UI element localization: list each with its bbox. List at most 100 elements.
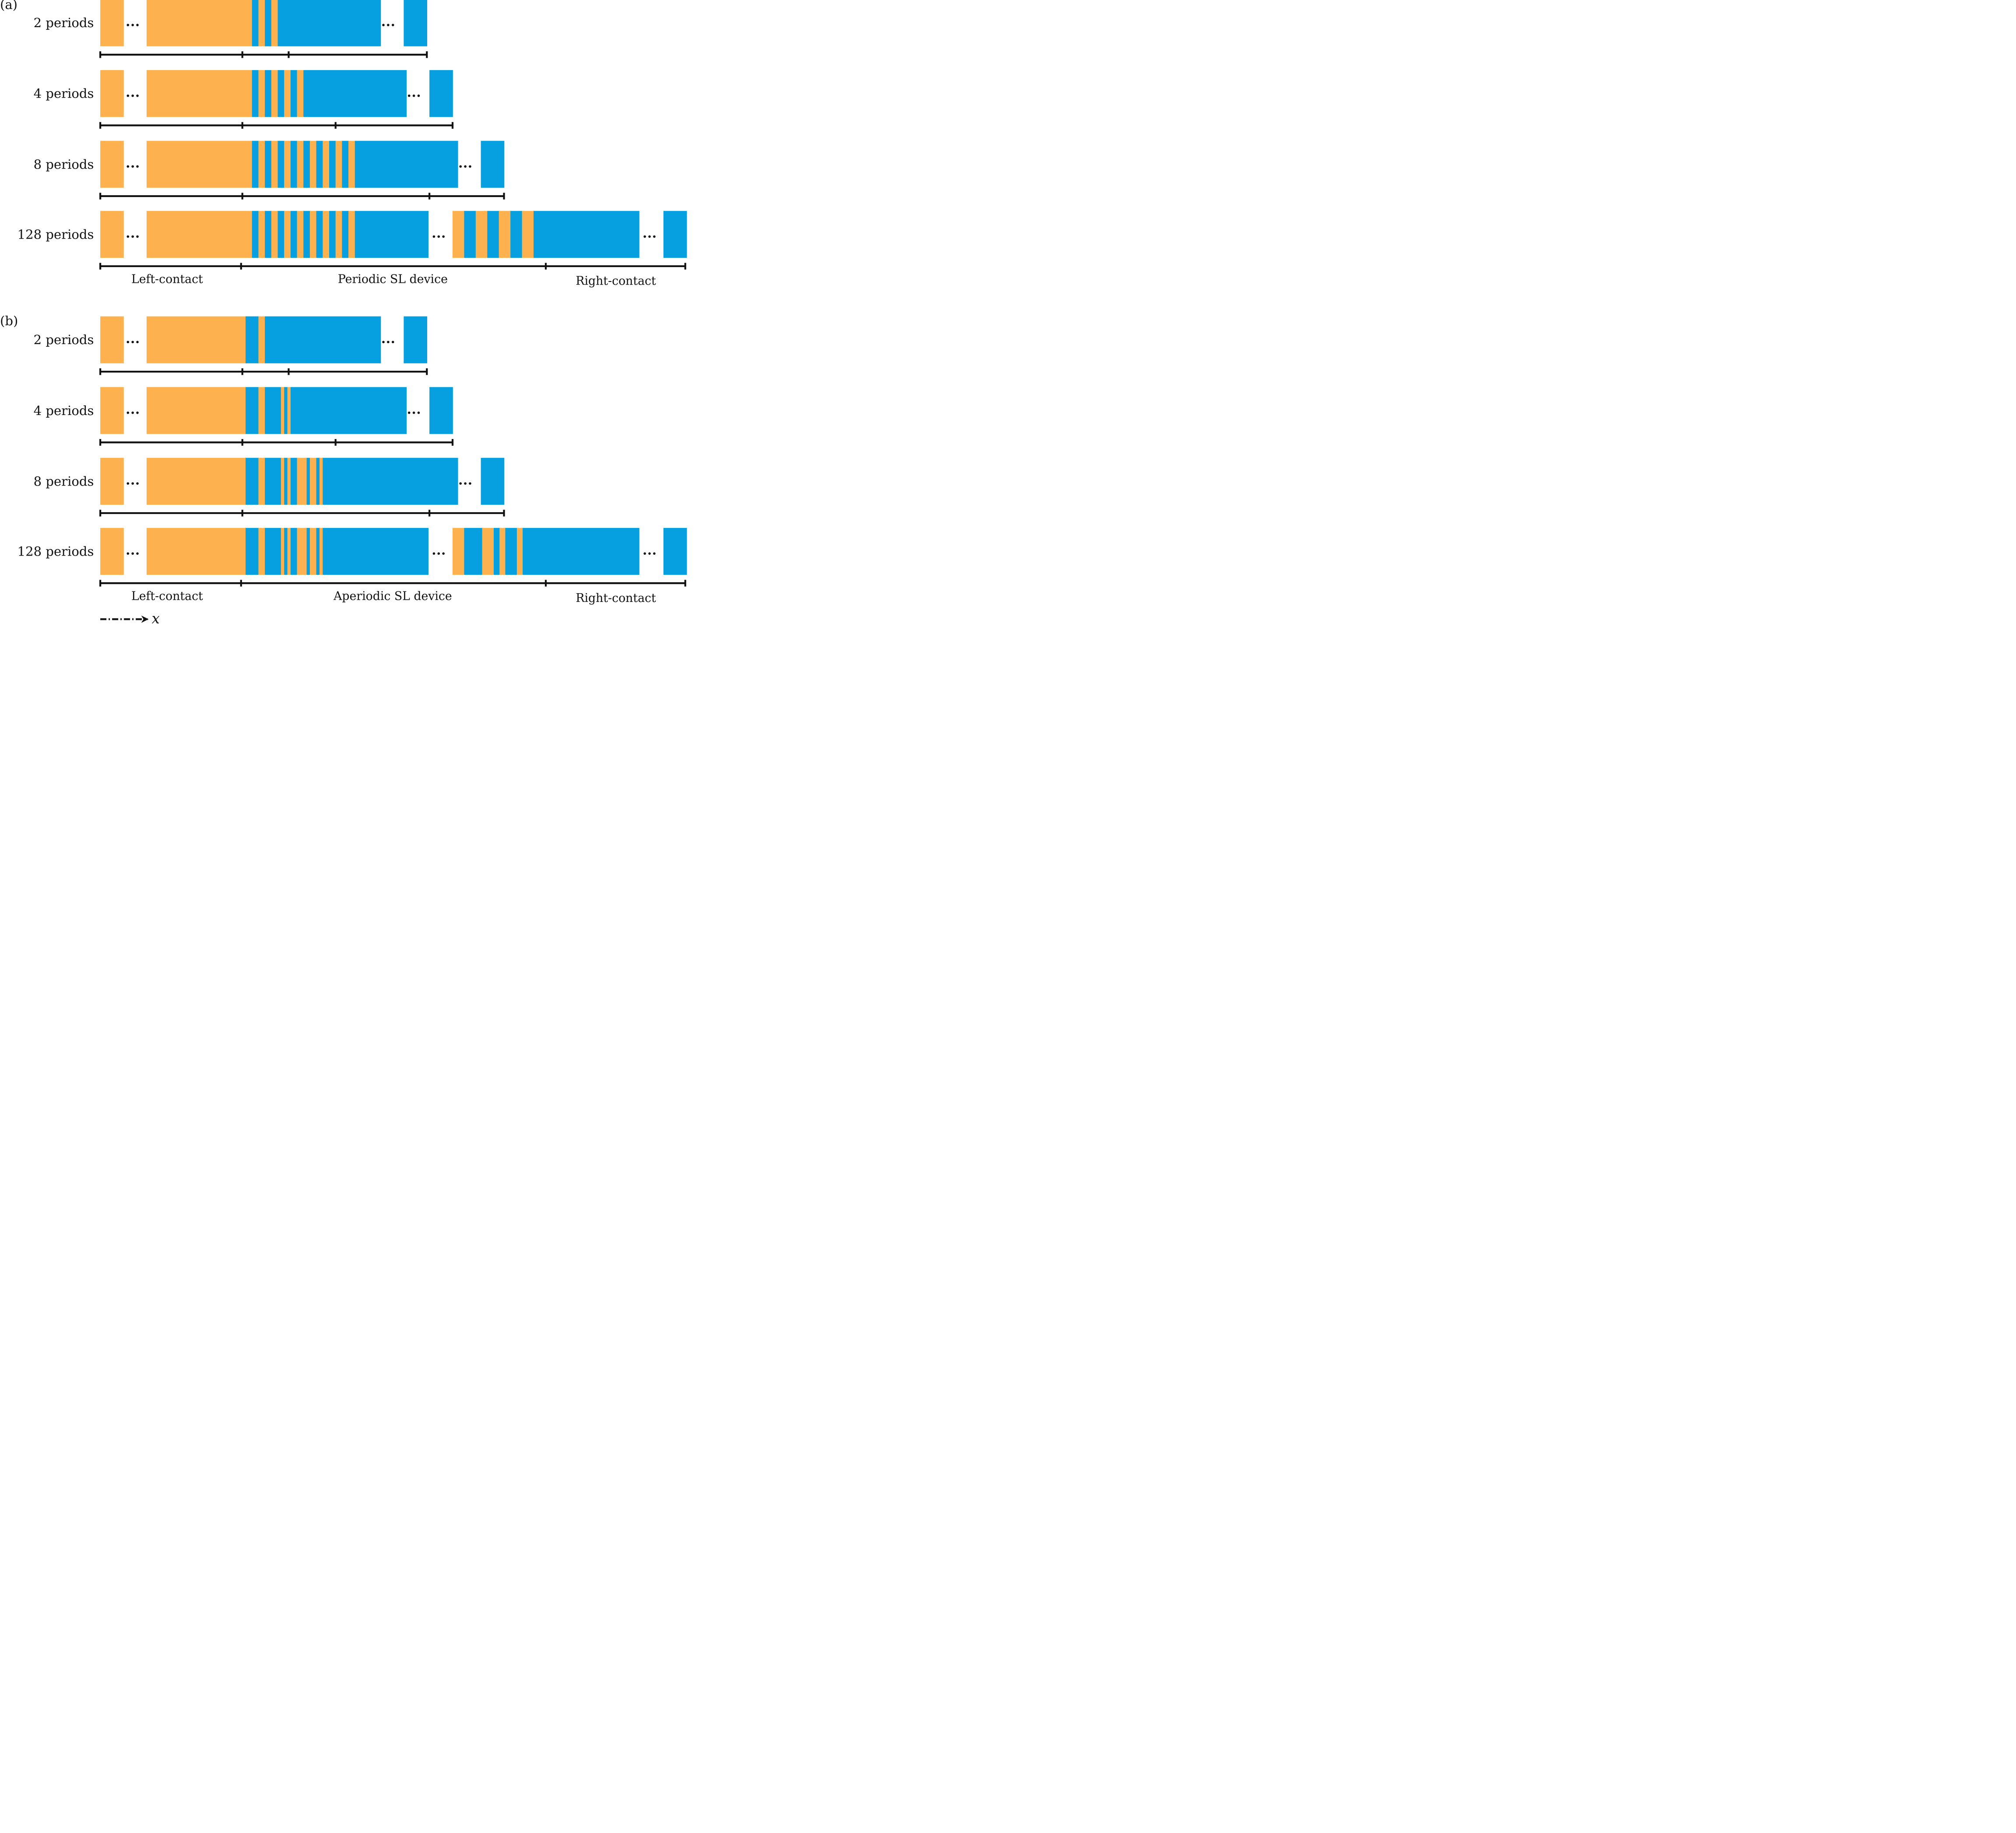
sl-layer (271, 141, 278, 188)
sl-layer (252, 141, 259, 188)
right-contact-bulk (523, 528, 639, 575)
sl-layer (309, 457, 317, 505)
left-contact-block (100, 211, 124, 258)
left-contact-block (100, 316, 124, 363)
sl-layer (464, 528, 483, 575)
ellipsis-dots (459, 482, 471, 485)
row-label: 8 periods (34, 474, 94, 489)
left-contact-bulk (146, 316, 246, 363)
sl-layer (303, 211, 310, 258)
left-contact-bulk (146, 70, 253, 117)
sl-layer (297, 211, 304, 258)
sl-layer (290, 70, 298, 117)
sl-layer (284, 387, 288, 434)
left-contact-bulk (146, 0, 253, 46)
sl-layer (348, 211, 355, 258)
sl-layer (522, 211, 534, 258)
sl-layer (271, 0, 278, 46)
sl-layer (335, 141, 343, 188)
sl-layer (265, 528, 281, 575)
left-contact-bulk (146, 528, 246, 575)
sl-layer (284, 457, 288, 505)
ellipsis-dots (643, 552, 656, 555)
sl-layer (516, 528, 523, 575)
sl-layer (284, 528, 288, 575)
left-contact-label: Left-contact (131, 589, 203, 603)
sl-layer (348, 141, 355, 188)
sl-layer (284, 141, 291, 188)
panel-label-a: (a) (0, 0, 18, 12)
row-label: 128 periods (18, 544, 94, 559)
row-label: 8 periods (34, 157, 94, 172)
right-contact-bulk (534, 211, 639, 258)
ellipsis-dots (432, 552, 445, 555)
sl-layer (265, 387, 281, 434)
sl-layer (329, 211, 336, 258)
left-contact-block (100, 141, 124, 188)
ellipsis-dots (126, 94, 139, 97)
sl-layer (319, 457, 323, 505)
sl-layer (306, 457, 310, 505)
sl-layer (265, 211, 272, 258)
sl-layer (309, 211, 317, 258)
sl-layer (499, 211, 511, 258)
sl-layer (475, 211, 488, 258)
sl-layer (252, 70, 259, 117)
right-contact-bulk (290, 387, 407, 434)
ellipsis-dots (382, 24, 394, 26)
sl-layer (297, 141, 304, 188)
sl-layer (271, 211, 278, 258)
row-label: 2 periods (34, 332, 94, 347)
sl-layer (309, 528, 317, 575)
sl-layer (297, 528, 307, 575)
sl-layer (323, 141, 330, 188)
ellipsis-dots (126, 165, 139, 168)
sl-layer (342, 211, 349, 258)
sl-layer (258, 0, 265, 46)
sl-layer (297, 457, 307, 505)
sl-layer (281, 387, 284, 434)
sl-layer (258, 457, 265, 505)
sl-layer (499, 528, 506, 575)
sl-layer (246, 528, 259, 575)
x-axis-label: x (152, 610, 160, 627)
sl-layer (335, 211, 343, 258)
sl-layer (258, 316, 265, 363)
right-contact-block (429, 70, 453, 117)
sl-layer (510, 211, 523, 258)
sl-layer (303, 141, 310, 188)
right-contact-bulk (277, 0, 381, 46)
right-contact-block (404, 0, 428, 46)
ellipsis-dots (407, 94, 420, 97)
left-contact-block (100, 528, 124, 575)
sl-layer (290, 457, 298, 505)
sl-layer (281, 528, 284, 575)
row-label: 128 periods (18, 227, 94, 242)
right-contact-bulk (355, 141, 458, 188)
sl-layer (316, 211, 323, 258)
left-contact-label: Left-contact (131, 272, 203, 286)
sl-layer (284, 211, 291, 258)
sl-layer (246, 316, 259, 363)
sl-layer (265, 141, 272, 188)
sl-layer (252, 0, 259, 46)
sl-layer (309, 141, 317, 188)
sl-layer (258, 528, 265, 575)
right-contact-label: Right-contact (576, 274, 656, 288)
sl-layer (505, 528, 517, 575)
sl-layer (355, 211, 428, 258)
sl-layer (246, 387, 259, 434)
row-label: 4 periods (34, 86, 94, 101)
sl-layer (487, 211, 499, 258)
left-contact-bulk (146, 387, 246, 434)
sl-layer (265, 457, 281, 505)
sl-layer (281, 457, 284, 505)
sl-layer (277, 141, 284, 188)
sl-layer (284, 70, 291, 117)
right-contact-block (663, 528, 687, 575)
left-contact-block (100, 0, 124, 46)
sl-layer (329, 141, 336, 188)
device-label: Aperiodic SL device (333, 589, 452, 603)
sl-layer (464, 211, 476, 258)
